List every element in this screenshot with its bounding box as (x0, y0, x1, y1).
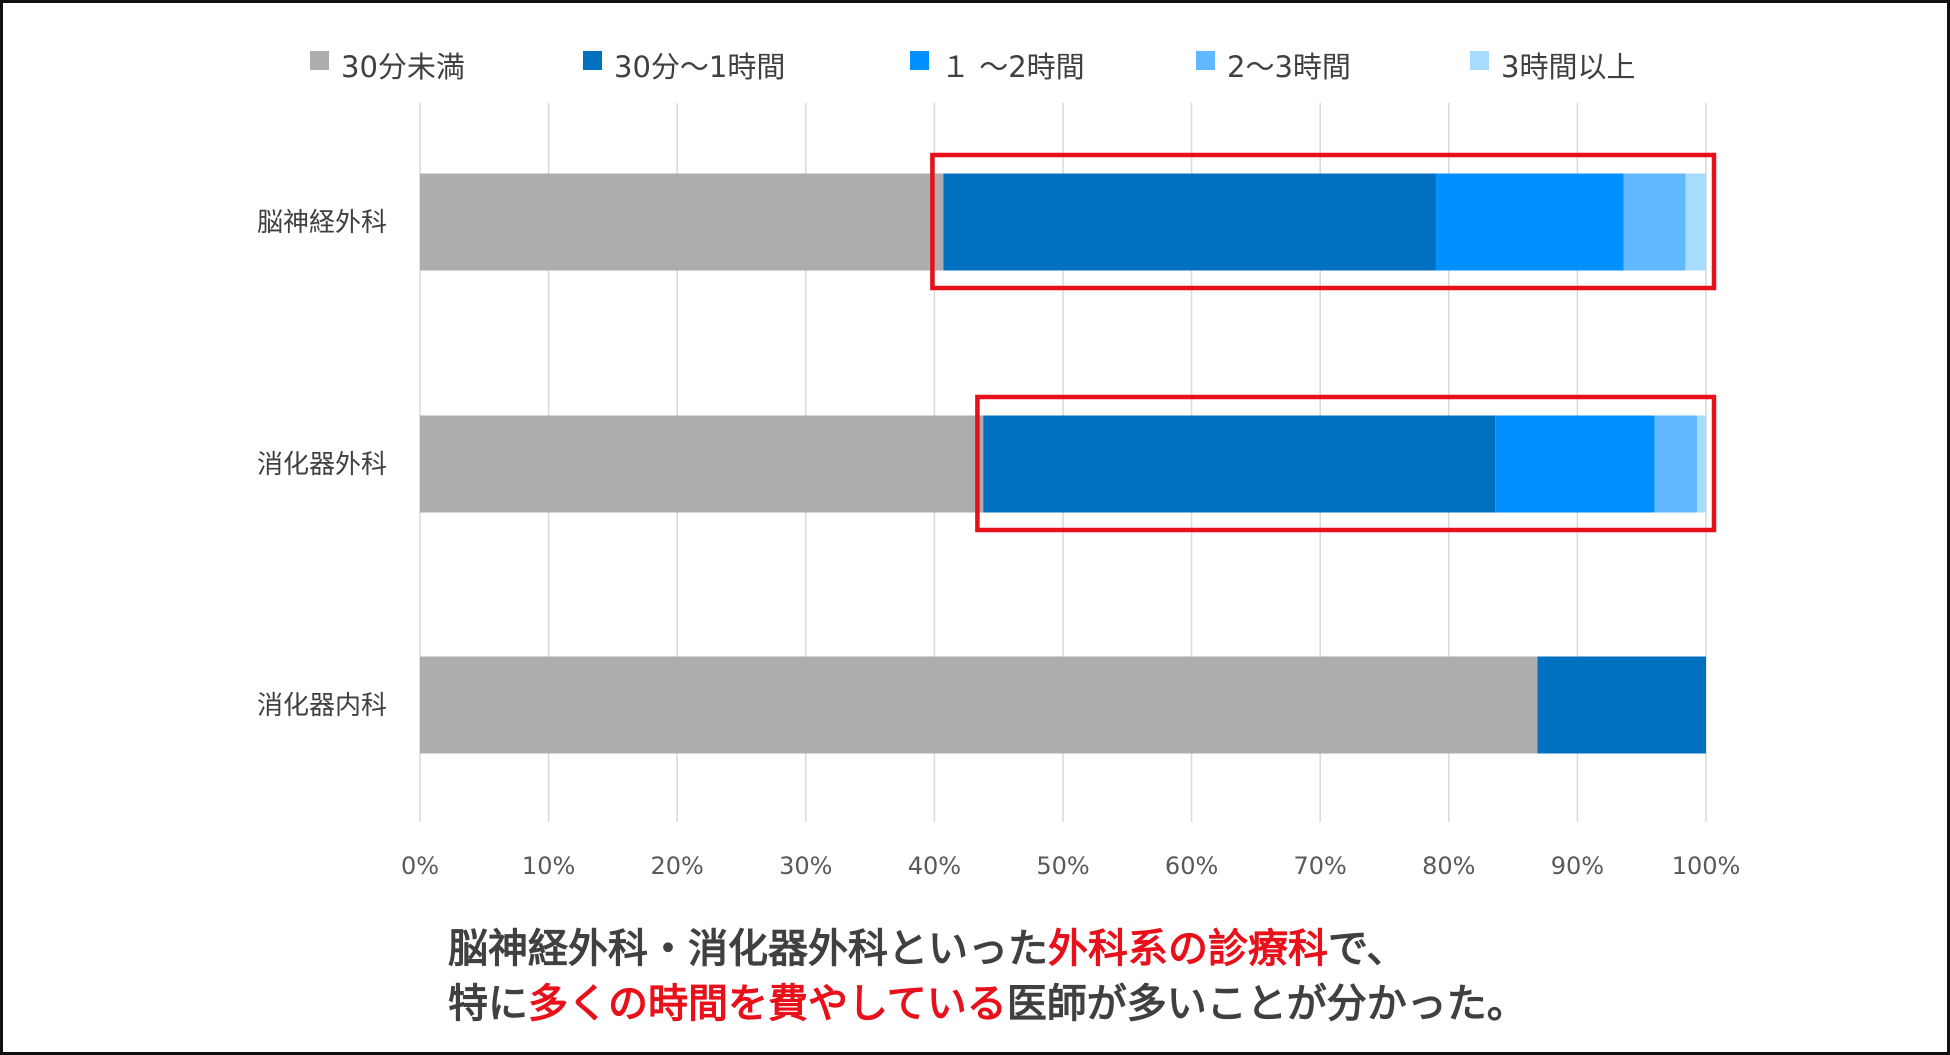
bar-segment (1685, 173, 1706, 271)
caption-text: 脳神経外科・消化器外科といった (448, 926, 1048, 972)
legend-swatch (583, 51, 602, 70)
legend-swatch (310, 51, 329, 70)
bar-segment (943, 173, 1436, 271)
bar-segment (420, 656, 1538, 754)
legend-label: １ 〜2時間 (941, 50, 1085, 84)
category-label: 消化器外科 (257, 450, 387, 480)
x-tick-label: 40% (908, 852, 961, 880)
x-tick-label: 80% (1422, 852, 1475, 880)
bar-segment (983, 415, 1496, 513)
bar-segment (1435, 173, 1624, 271)
bar-segment (420, 173, 944, 271)
caption-text: 医師が多いことが分かった。 (1006, 981, 1527, 1027)
caption-highlight: 多くの時間を費やしている (528, 981, 1007, 1027)
highlight-box (975, 394, 1717, 533)
legend-swatch (910, 51, 929, 70)
bar-segment (1623, 173, 1686, 271)
category-label: 消化器内科 (257, 691, 387, 721)
legend-label: 2〜3時間 (1227, 50, 1351, 84)
legend-label: 30分未満 (341, 50, 465, 84)
x-tick-label: 20% (651, 852, 704, 880)
caption: 脳神経外科・消化器外科といった外科系の診療科で、 特に多くの時間を費やしている医… (448, 922, 1527, 1032)
bar-segment (1654, 415, 1697, 513)
legend-swatch (1196, 51, 1215, 70)
legend-swatch (1470, 51, 1489, 70)
caption-text: で、 (1328, 926, 1407, 972)
bar-segment (420, 415, 984, 513)
category-label: 脳神経外科 (257, 208, 387, 238)
x-tick-label: 100% (1672, 852, 1741, 880)
bar-segment (1537, 656, 1706, 754)
legend-label: 30分〜1時間 (614, 50, 785, 84)
bar-segment (1495, 415, 1655, 513)
caption-highlight: 外科系の診療科 (1048, 926, 1328, 972)
x-tick-label: 30% (779, 852, 832, 880)
x-tick-label: 60% (1165, 852, 1218, 880)
highlight-box (930, 152, 1717, 291)
bar-segment (1696, 415, 1706, 513)
x-tick-label: 70% (1294, 852, 1347, 880)
caption-text: 特に (448, 981, 528, 1027)
x-tick-label: 0% (401, 852, 439, 880)
caption-line-1: 脳神経外科・消化器外科といった外科系の診療科で、 (448, 922, 1527, 977)
x-tick-label: 90% (1551, 852, 1604, 880)
stacked-bar-chart: 0% 10% 20% 30% 40% 50% 60% 70% 80% 90% 100% 脳神経外科消化… (257, 50, 1741, 880)
x-tick-label: 50% (1036, 852, 1089, 880)
x-tick-label: 10% (522, 852, 575, 880)
caption-line-2: 特に多くの時間を費やしている医師が多いことが分かった。 (448, 977, 1527, 1032)
legend-label: 3時間以上 (1501, 50, 1635, 84)
